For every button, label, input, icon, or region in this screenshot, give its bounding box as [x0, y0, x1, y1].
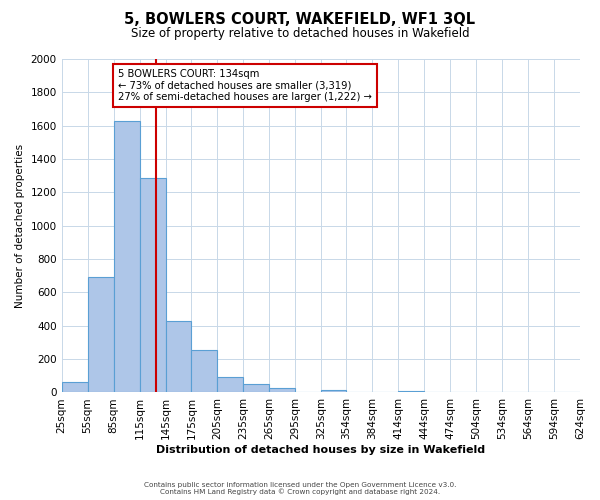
Text: Contains HM Land Registry data © Crown copyright and database right 2024.: Contains HM Land Registry data © Crown c… — [160, 488, 440, 495]
Text: 5, BOWLERS COURT, WAKEFIELD, WF1 3QL: 5, BOWLERS COURT, WAKEFIELD, WF1 3QL — [124, 12, 476, 28]
Bar — [398, 391, 424, 392]
Bar — [113, 120, 140, 392]
Bar — [244, 384, 269, 392]
Bar — [269, 388, 295, 392]
Y-axis label: Number of detached properties: Number of detached properties — [15, 144, 25, 308]
Bar — [166, 321, 191, 392]
Bar — [217, 378, 244, 392]
Bar — [191, 350, 217, 393]
Bar — [321, 390, 346, 392]
Bar — [62, 382, 88, 392]
X-axis label: Distribution of detached houses by size in Wakefield: Distribution of detached houses by size … — [156, 445, 485, 455]
Bar — [140, 178, 166, 392]
Text: Size of property relative to detached houses in Wakefield: Size of property relative to detached ho… — [131, 28, 469, 40]
Text: 5 BOWLERS COURT: 134sqm
← 73% of detached houses are smaller (3,319)
27% of semi: 5 BOWLERS COURT: 134sqm ← 73% of detache… — [118, 69, 372, 102]
Text: Contains public sector information licensed under the Open Government Licence v3: Contains public sector information licen… — [144, 482, 456, 488]
Bar — [88, 278, 113, 392]
